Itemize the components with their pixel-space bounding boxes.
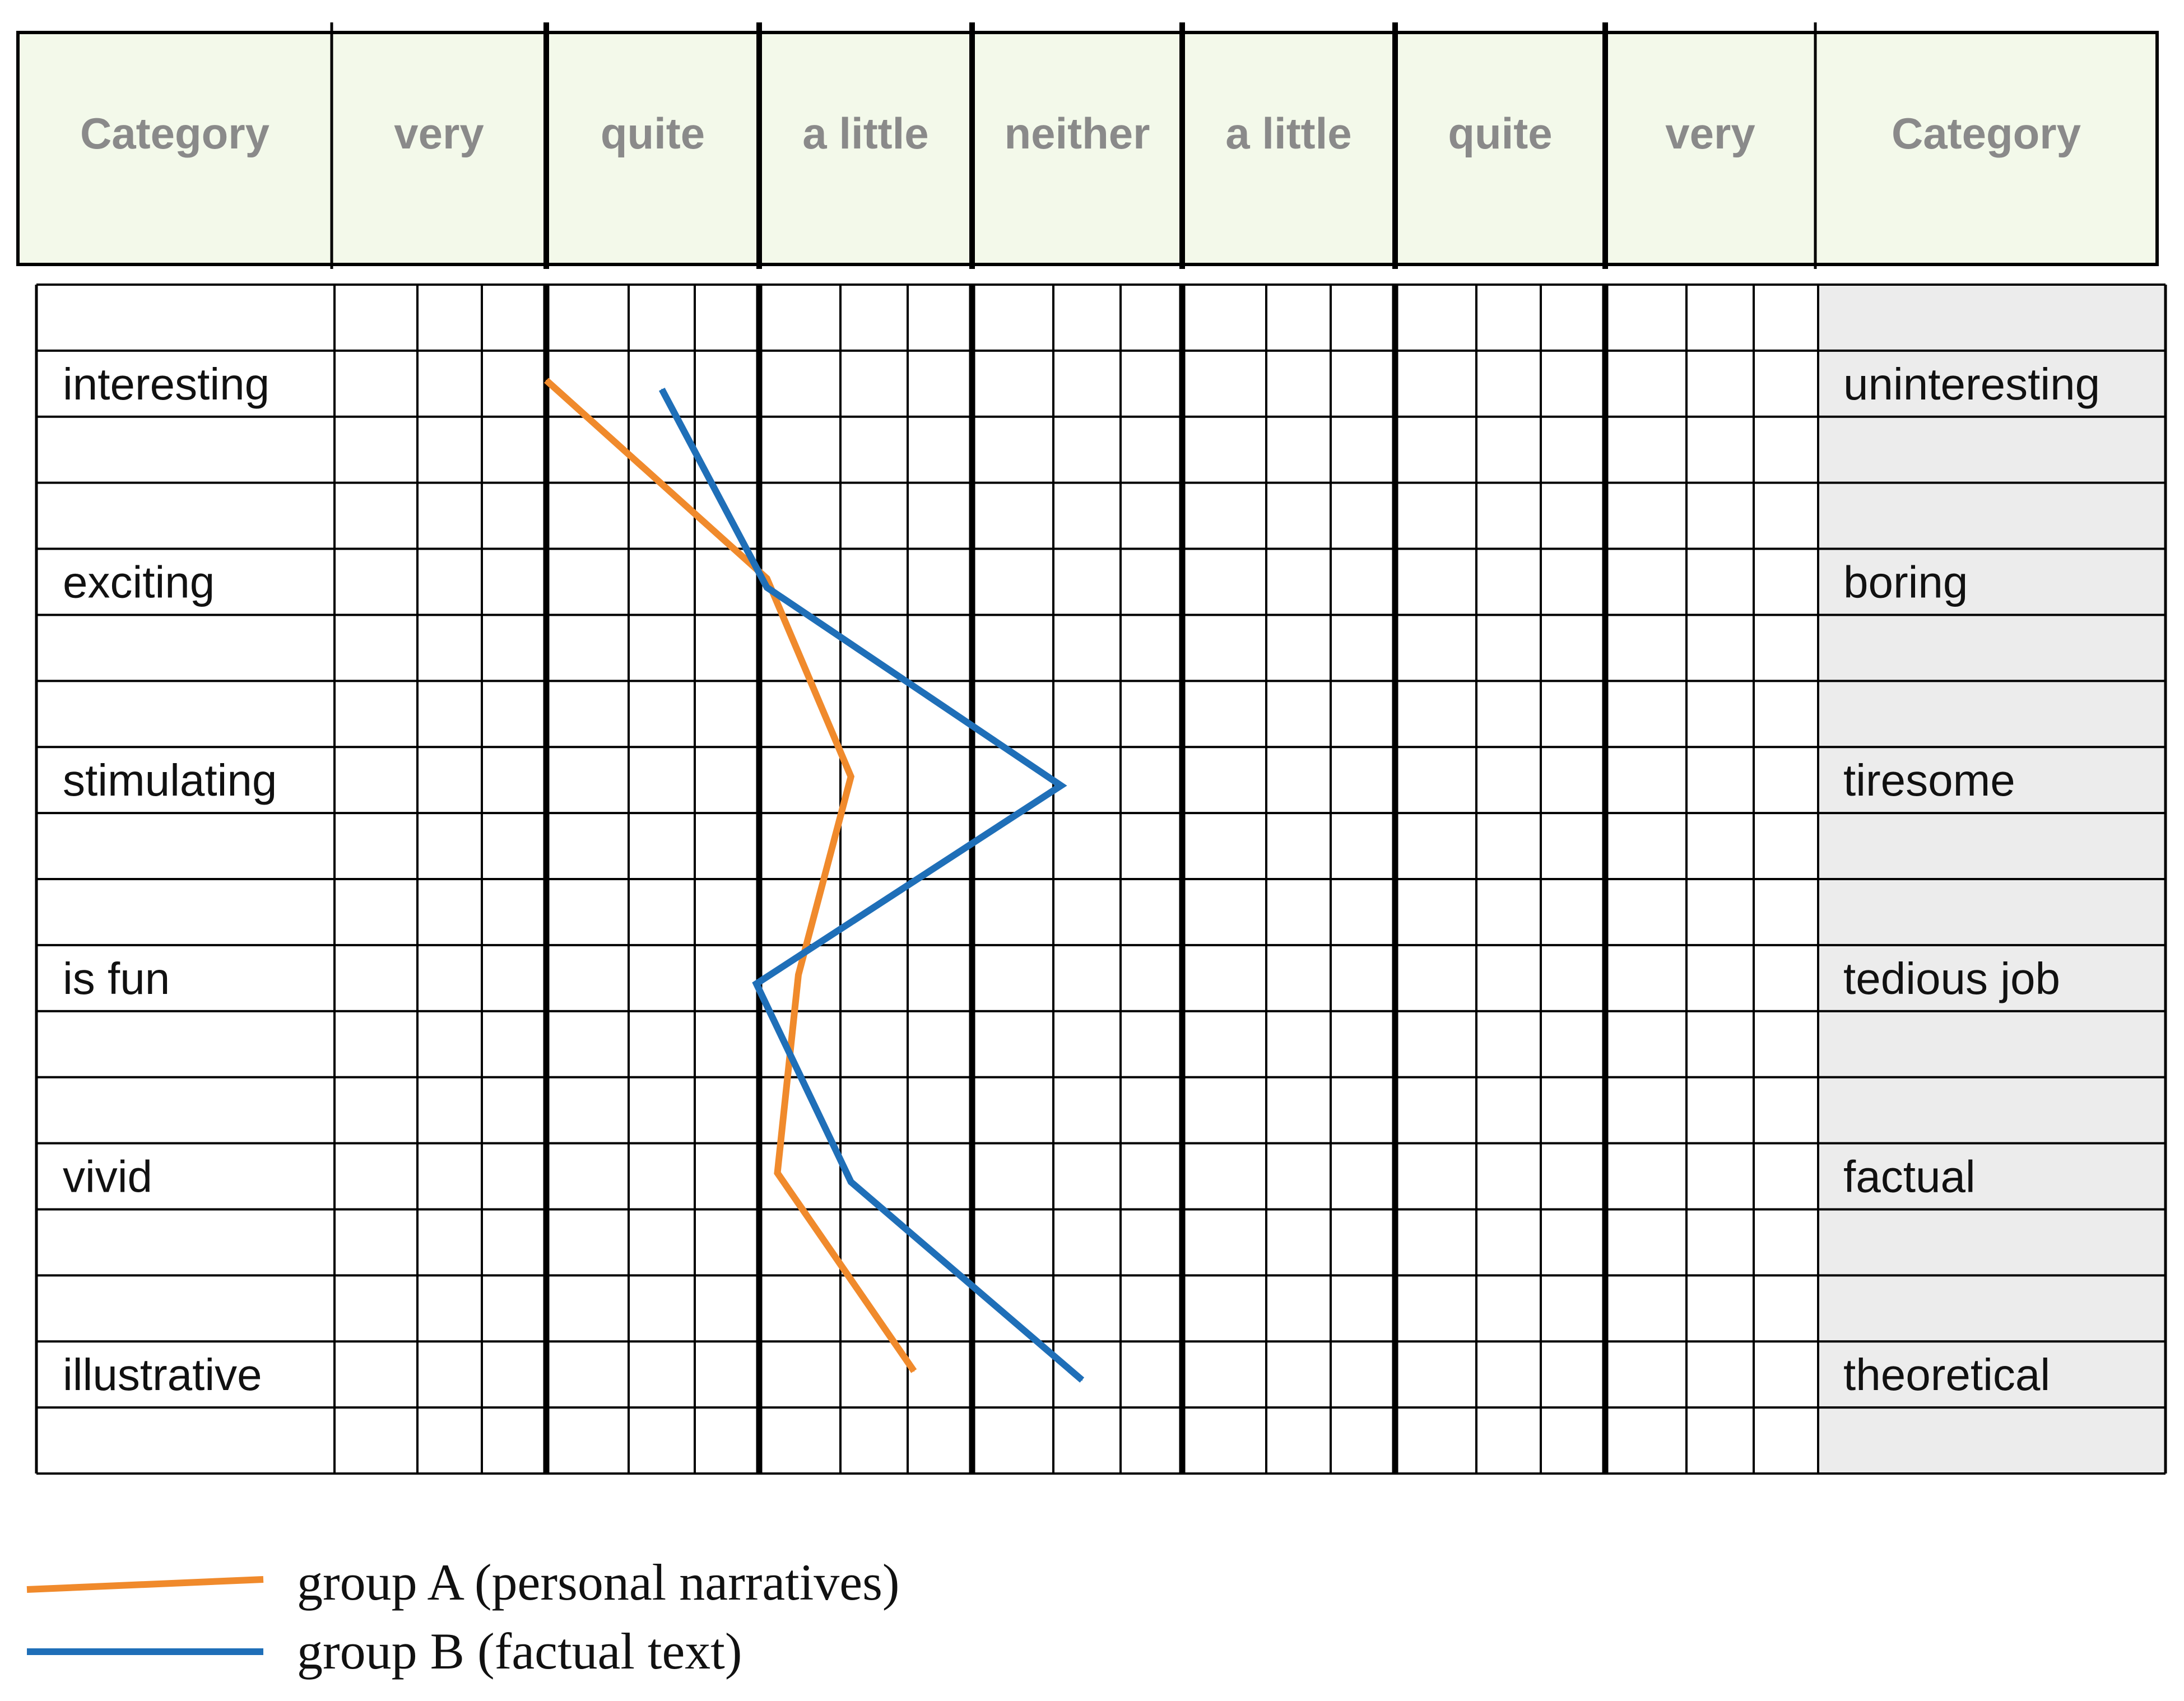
series-point [777,1172,778,1174]
left-category-label: exciting [63,557,215,607]
scale-header-label: a little [1225,109,1351,158]
right-category-label: tedious job [1843,954,2060,1003]
header-background [16,31,2159,266]
series-point [756,983,757,984]
left-category-label: illustrative [63,1350,262,1400]
scale-header-label: Category [1892,109,2081,158]
scale-header-label: Category [80,109,269,158]
series-line-group-a [543,378,917,1373]
left-category-label: vivid [63,1152,152,1202]
scale-header: Category very quite a little neither a little… [16,22,2159,269]
right-category-label: uninteresting [1843,359,2100,409]
scale-header-label: very [394,109,484,158]
left-category-label: is fun [63,954,170,1003]
scale-header-label: neither [1004,109,1150,158]
series-point [850,776,852,778]
category-labels: interesting exciting stimulating is fun vivi… [63,359,2100,1400]
series-point [913,1370,915,1372]
scale-header-label: quite [1448,109,1552,158]
left-category-label: stimulating [63,755,277,805]
series-point [546,379,547,381]
scale-header-label: quite [601,109,705,158]
series-point [661,388,663,390]
data-series [543,378,1085,1383]
rating-grid [35,284,2167,1475]
legend: group A (personal narratives) group B (fa… [26,1554,900,1680]
series-point [1060,785,1062,787]
series-line-group-b [658,388,1085,1383]
left-category-label: interesting [63,359,269,409]
series-point [766,587,768,588]
series-point [798,974,799,975]
right-category-label: theoretical [1843,1350,2050,1400]
right-category-label: tiresome [1843,755,2015,805]
scale-header-label: very [1665,109,1755,158]
legend-label: group A (personal narratives) [297,1554,900,1611]
right-category-label: boring [1843,557,1968,607]
series-point [850,1181,852,1183]
series-point [1081,1379,1083,1381]
legend-label: group B (factual text) [297,1623,742,1680]
legend-swatch-group-a [26,1576,264,1593]
scale-header-label: a little [802,109,928,158]
series-point [766,578,768,579]
right-category-label: factual [1843,1152,1976,1202]
